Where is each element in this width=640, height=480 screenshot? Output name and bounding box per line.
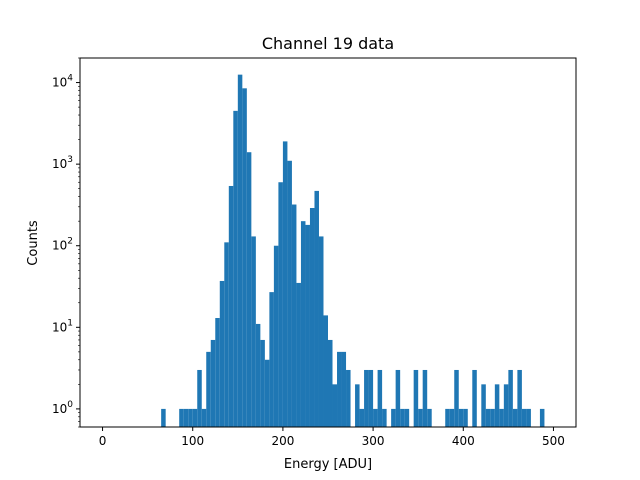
histogram-bar (228, 185, 234, 427)
histogram-bar (188, 408, 193, 427)
histogram-bar (264, 359, 270, 427)
histogram-bar (508, 369, 513, 427)
histogram-bar (291, 204, 297, 427)
histogram-bar (278, 182, 283, 427)
histogram-bar (449, 408, 455, 427)
histogram-bar (328, 339, 333, 427)
y-tick-label: 104 (52, 74, 73, 90)
histogram-bar (242, 88, 247, 427)
histogram-bar (260, 339, 265, 427)
x-tick-label: 500 (542, 434, 565, 448)
histogram-bar (472, 369, 477, 427)
histogram-bar (341, 351, 347, 427)
histogram-bar (427, 408, 432, 427)
histogram-bar (517, 369, 522, 427)
histogram-bar (332, 384, 338, 427)
histogram-bar (197, 369, 202, 427)
histogram-bar (490, 408, 495, 427)
histogram-bar (463, 408, 468, 427)
histogram-bar (521, 408, 527, 427)
histogram-bar (233, 110, 238, 427)
x-tick-label: 300 (362, 434, 385, 448)
x-tick-label: 400 (452, 434, 475, 448)
histogram-bar (246, 152, 252, 427)
histogram-bar (318, 236, 324, 427)
histogram-bar (192, 408, 198, 427)
histogram-bar (391, 408, 396, 427)
histogram-bar (395, 369, 401, 427)
y-tick-label: 102 (52, 237, 73, 253)
y-axis-label: Counts (26, 220, 41, 266)
histogram-bar (413, 369, 419, 427)
histogram-bar (418, 408, 423, 427)
histogram-bar (539, 408, 545, 427)
histogram-bar (183, 408, 189, 427)
y-tick-label: 103 (52, 155, 73, 171)
histogram-bar (206, 351, 211, 427)
y-axis: 100 101 102 103 104 (52, 57, 80, 428)
histogram-bar (481, 384, 486, 427)
histogram-bar (382, 408, 387, 427)
histogram-bar (458, 408, 464, 427)
x-axis-label: Energy [ADU] (284, 457, 372, 472)
histogram-bar (305, 224, 310, 427)
histogram-bars (161, 74, 545, 428)
y-tick-label: 100 (52, 400, 73, 416)
histogram-bar (273, 245, 279, 427)
x-axis: 0 100 200 300 400 500 (99, 427, 565, 448)
histogram-bar (210, 339, 216, 427)
histogram-bar (224, 242, 229, 427)
histogram-bar (287, 160, 292, 427)
histogram-bar (255, 323, 261, 427)
histogram-bar (368, 369, 374, 427)
histogram-bar (526, 408, 531, 427)
histogram-bar (499, 408, 504, 427)
histogram-bar (377, 369, 383, 427)
histogram-bar (364, 369, 369, 427)
histogram-bar (485, 408, 491, 427)
histogram-bar (215, 318, 220, 427)
histogram-bar (494, 384, 500, 427)
histogram-bar (309, 208, 315, 427)
y-tick-label: 101 (52, 318, 73, 334)
chart-title: Channel 19 data (262, 34, 394, 53)
histogram-bar (201, 408, 207, 427)
x-tick-label: 200 (271, 434, 294, 448)
histogram-bar (503, 384, 509, 427)
histogram-bar (314, 190, 319, 427)
x-tick-label: 100 (181, 434, 204, 448)
histogram-bar (337, 351, 342, 427)
histogram-bar (161, 408, 166, 427)
histogram-bar (422, 369, 428, 427)
histogram-bar (269, 292, 274, 427)
histogram-bar (445, 408, 450, 427)
histogram-bar (346, 369, 351, 427)
histogram-bar (323, 315, 328, 427)
histogram-bar (251, 236, 256, 427)
histogram-bar (454, 369, 459, 427)
histogram-bar (359, 408, 365, 427)
histogram-bar (179, 408, 184, 427)
histogram-bar (404, 408, 410, 427)
histogram-bar (512, 408, 518, 427)
histogram-bar (400, 408, 405, 427)
histogram-bar (296, 282, 301, 427)
histogram-bar (300, 221, 306, 427)
histogram-bar (282, 141, 288, 427)
histogram-bar (237, 74, 243, 428)
plot-frame (79, 57, 577, 428)
histogram-bar (219, 280, 225, 427)
histogram-bar (355, 384, 360, 427)
histogram-bar (373, 408, 378, 427)
x-tick-label: 0 (99, 434, 107, 448)
